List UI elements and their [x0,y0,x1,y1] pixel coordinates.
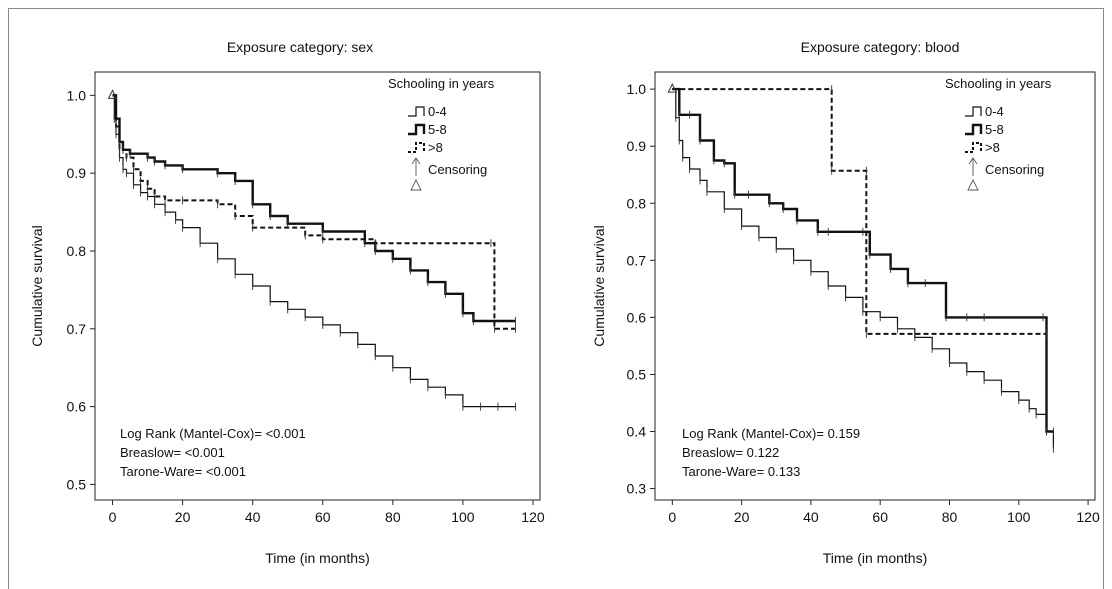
legend-swatch [408,142,425,153]
chart-panel-2: Exposure category: blood 0 20 40 60 80 100 120 0… [591,39,1100,566]
start-triangle-marker [107,89,118,99]
x-tick-label: 20 [175,509,191,525]
y-axis-label: Cumulative survival [591,225,607,346]
legend-label: >8 [428,140,443,155]
x-tick-label: 0 [668,509,676,525]
y-tick-label: 0.6 [627,309,647,325]
y-tick-label: 0.3 [627,481,647,497]
x-tick-label: 80 [942,509,958,525]
x-tick-label: 120 [521,509,545,525]
y-tick-label: 0.8 [627,195,647,211]
y-tick-label: 0.6 [67,399,87,415]
legend-label: 0-4 [985,104,1004,119]
x-tick-label: 80 [385,509,401,525]
plot-area-border [94,71,541,501]
x-axis-label: Time (in months) [823,550,928,566]
legend-censor-arrow [411,157,421,165]
start-triangle-marker [667,83,678,93]
chart-title: Exposure category: blood [801,39,960,55]
legend-title: Schooling in years [388,76,495,91]
legend-censor-arrow [968,157,978,165]
x-tick-label: 40 [803,509,819,525]
y-tick-label: 0.5 [67,476,87,492]
y-axis-label: Cumulative survival [29,225,45,346]
x-tick-label: 60 [872,509,888,525]
y-tick-label: 0.7 [67,321,87,337]
legend-swatch [965,106,982,117]
x-tick-label: 60 [315,509,331,525]
chart-title: Exposure category: sex [227,39,373,55]
legend-label: 5-8 [985,122,1004,137]
legend-label: 5-8 [428,122,447,137]
x-axis-label: Time (in months) [265,550,370,566]
figure-frame [8,8,1104,589]
x-tick-label: 100 [1007,509,1031,525]
x-tick-label: 40 [245,509,261,525]
stats-annotation: Breaslow= <0.001 [120,445,225,460]
x-tick-label: 100 [451,509,475,525]
legend-label: >8 [985,140,1000,155]
y-tick-label: 1.0 [67,87,87,103]
y-tick-label: 0.5 [627,366,647,382]
plot-area-border [654,71,1096,501]
series-line-58 [672,87,1054,433]
legend-censor-triangle [410,178,422,191]
y-tick-label: 0.9 [67,165,87,181]
y-tick-label: 1.0 [627,81,647,97]
y-tick-label: 0.7 [627,252,647,268]
x-tick-label: 0 [109,509,117,525]
x-tick-label: 20 [734,509,750,525]
legend-title: Schooling in years [945,76,1052,91]
stats-annotation: Log Rank (Mantel-Cox)= 0.159 [682,426,860,441]
legend: Schooling in years 0-4 5-8 >8 Censoring [388,76,495,191]
y-tick-label: 0.8 [67,243,87,259]
legend-censoring-label: Censoring [428,162,487,177]
legend-label: 0-4 [428,104,447,119]
stats-annotation: Tarone-Ware= <0.001 [120,464,246,479]
stats-annotation: Breaslow= 0.122 [682,445,779,460]
legend-censor-triangle [967,178,979,191]
series-line-8 [672,88,1047,335]
legend-swatch [965,142,982,153]
series-line-58 [112,94,516,323]
series-line-04 [112,94,516,408]
chart-panel-1: Exposure category: sex 0 20 40 60 80 100 120 0.5… [29,39,545,566]
y-tick-label: 0.9 [627,138,647,154]
legend-swatch [408,106,425,117]
legend-censoring-label: Censoring [985,162,1044,177]
legend-swatch [965,123,983,136]
legend-swatch [408,123,426,136]
stats-annotation: Log Rank (Mantel-Cox)= <0.001 [120,426,306,441]
stats-annotation: Tarone-Ware= 0.133 [682,464,800,479]
y-tick-label: 0.4 [627,424,647,440]
x-tick-label: 120 [1076,509,1100,525]
legend: Schooling in years 0-4 5-8 >8 Censoring [945,76,1052,191]
